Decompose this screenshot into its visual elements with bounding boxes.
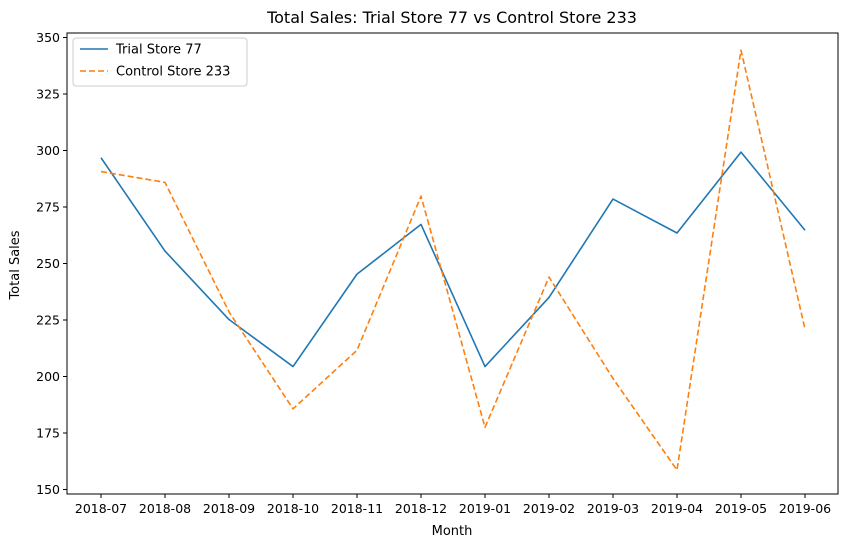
legend-label-1: Trial Store 77 xyxy=(115,43,202,58)
legend-label-2: Control Store 233 xyxy=(116,65,230,80)
x-tick-label: 2019-04 xyxy=(651,501,703,516)
x-tick-label: 2019-05 xyxy=(715,501,767,516)
plot-area: 2018-07 2018-08 2018-09 2018-10 2018-11 2018-… xyxy=(36,30,839,516)
series-line-1 xyxy=(100,151,806,368)
plot-frame xyxy=(66,32,839,495)
y-tick-label: 250 xyxy=(36,256,60,271)
legend: Trial Store 77 Control Store 233 xyxy=(72,37,248,87)
x-tick-label: 2018-11 xyxy=(331,501,383,516)
y-tick-label: 175 xyxy=(36,425,60,440)
x-tick-label: 2018-08 xyxy=(139,501,191,516)
y-tick-label: 225 xyxy=(36,312,60,327)
series-line-2 xyxy=(100,49,806,471)
x-axis-label: Month xyxy=(432,524,473,539)
y-tick-label: 350 xyxy=(36,30,60,45)
x-tick-label: 2018-09 xyxy=(203,501,255,516)
x-tick-label: 2019-03 xyxy=(587,501,639,516)
y-tick-label: 325 xyxy=(36,87,60,102)
x-tick-label: 2018-12 xyxy=(395,501,447,516)
x-tick-label: 2018-07 xyxy=(75,501,127,516)
y-axis-label: Total Sales xyxy=(8,230,23,300)
x-tick-label: 2019-02 xyxy=(523,501,575,516)
y-tick-label: 275 xyxy=(36,200,60,215)
x-tick-label: 2018-10 xyxy=(267,501,319,516)
x-tick-label: 2019-01 xyxy=(459,501,511,516)
y-tick-label: 150 xyxy=(36,482,60,497)
y-tick-label: 300 xyxy=(36,143,60,158)
y-tick-label: 200 xyxy=(36,369,60,384)
x-tick-label: 2019-06 xyxy=(779,501,831,516)
chart-title: Total Sales: Trial Store 77 vs Control S… xyxy=(266,8,637,27)
legend-box xyxy=(72,37,248,87)
